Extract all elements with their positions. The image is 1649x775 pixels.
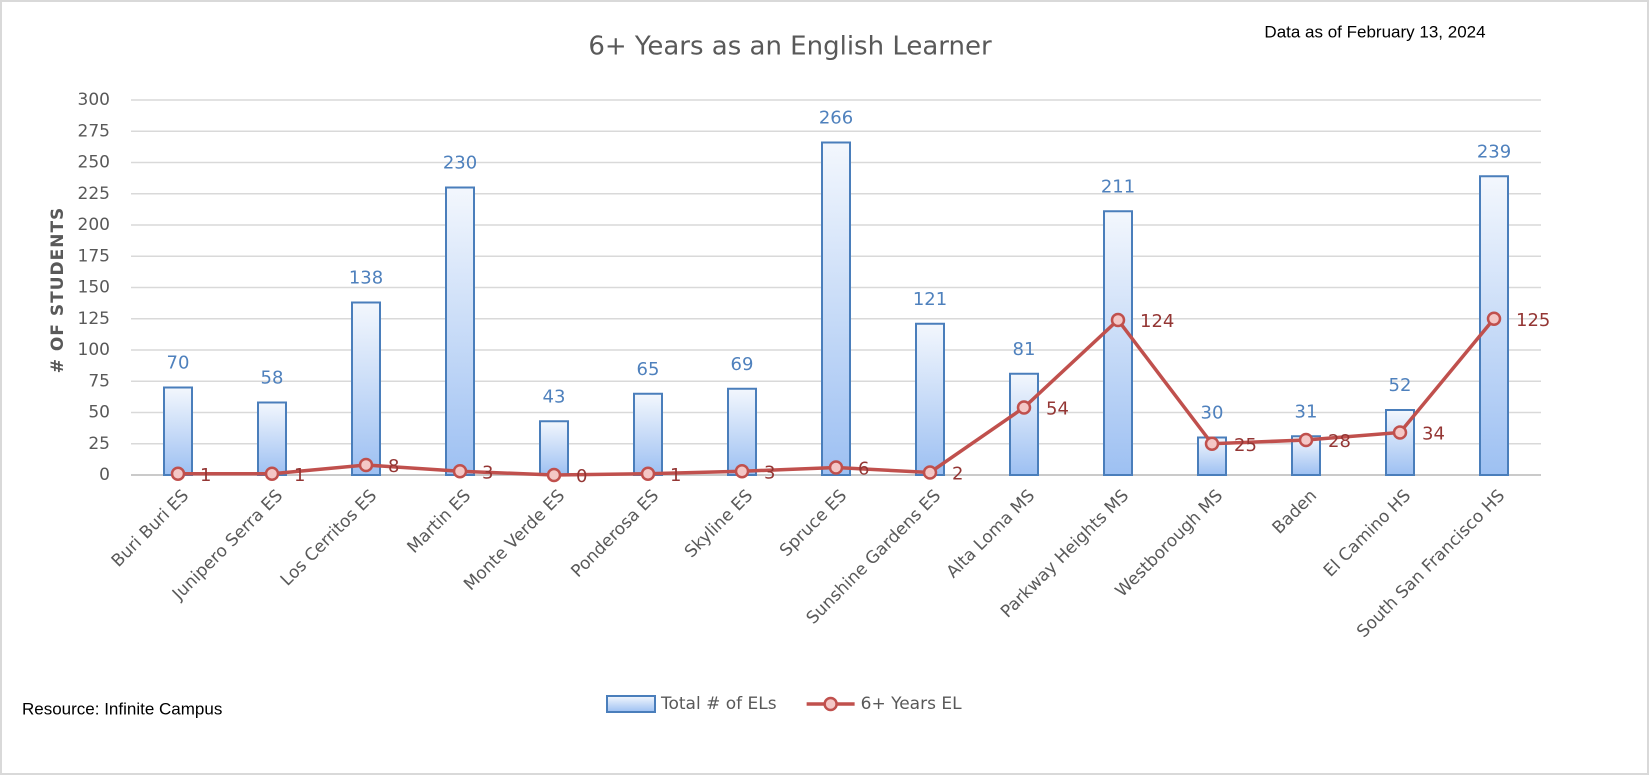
bar	[163, 386, 193, 476]
line-value-label: 124	[1140, 311, 1174, 332]
line-marker	[922, 465, 938, 480]
bar-value-label: 52	[1389, 375, 1412, 396]
source: Resource: Infinite Campus	[22, 699, 222, 718]
y-tick-label: 150	[78, 278, 110, 298]
line-marker	[170, 466, 186, 481]
bar-value-label: 58	[261, 368, 284, 389]
line-value-label: 54	[1046, 399, 1069, 420]
bar-value-label: 69	[731, 354, 754, 375]
note: Data as of February 13, 2024	[1264, 22, 1485, 41]
line-marker	[1392, 425, 1408, 440]
legend-swatch	[606, 695, 656, 713]
bar-value-label: 30	[1201, 403, 1224, 424]
bar-value-label: 266	[819, 108, 853, 129]
line-value-label: 28	[1328, 431, 1351, 452]
line-value-label: 1	[200, 465, 211, 486]
bar-value-label: 43	[543, 386, 566, 407]
bar	[257, 401, 287, 476]
line-marker	[358, 457, 374, 473]
line-marker	[1486, 311, 1502, 326]
y-axis-title: # OF STUDENTS	[48, 207, 68, 374]
line-value-label: 2	[952, 464, 963, 485]
line-value-label: 8	[388, 456, 399, 477]
y-tick-label: 175	[78, 246, 110, 266]
y-tick-label: 250	[78, 153, 110, 173]
bar	[915, 322, 945, 476]
line-marker	[452, 464, 468, 479]
line-value-label: 6	[858, 459, 869, 480]
bar-value-label: 239	[1477, 141, 1511, 162]
line-marker	[734, 464, 750, 479]
line-value-label: 0	[576, 466, 587, 487]
line-value-label: 1	[294, 465, 305, 486]
bar	[539, 420, 569, 476]
y-tick-label: 100	[78, 340, 110, 360]
bar	[445, 186, 475, 476]
line-value-label: 25	[1234, 435, 1257, 456]
line-value-label: 125	[1516, 310, 1550, 331]
chart-title: 6+ Years as an English Learner	[588, 32, 992, 62]
line-value-label: 3	[764, 462, 775, 483]
line-value-label: 1	[670, 465, 681, 486]
y-tick-label: 125	[78, 309, 110, 329]
bar	[821, 141, 851, 476]
y-tick-label: 300	[78, 90, 110, 110]
line-marker	[640, 466, 656, 481]
bar-value-label: 31	[1295, 401, 1318, 422]
y-tick-label: 50	[88, 403, 110, 423]
bar	[727, 387, 757, 476]
line-marker	[1298, 432, 1314, 448]
line-value-label: 3	[482, 462, 493, 483]
y-tick-label: 200	[78, 215, 110, 235]
bar	[633, 392, 663, 476]
bar-value-label: 211	[1101, 176, 1135, 197]
line-marker	[1110, 312, 1126, 328]
line-marker	[546, 467, 562, 483]
line-value-label: 34	[1422, 424, 1445, 445]
bar-value-label: 65	[637, 359, 660, 380]
bar	[1103, 210, 1133, 476]
bar-value-label: 70	[167, 353, 190, 374]
line-marker	[1204, 436, 1220, 451]
line-marker	[1016, 400, 1032, 415]
bar-value-label: 230	[443, 153, 477, 174]
bar	[351, 301, 381, 476]
line-marker	[264, 466, 280, 481]
bar-value-label: 138	[349, 268, 383, 289]
bar-value-label: 121	[913, 289, 947, 310]
bar	[1009, 372, 1039, 476]
y-tick-label: 75	[88, 371, 110, 391]
legend-marker	[823, 696, 838, 712]
line-marker	[828, 460, 844, 475]
legend-label: Total # of ELs	[660, 694, 777, 714]
y-tick-label: 0	[99, 465, 110, 485]
y-tick-label: 25	[88, 434, 110, 454]
legend-label: 6+ Years EL	[861, 694, 962, 714]
y-tick-label: 275	[78, 121, 110, 141]
y-tick-label: 225	[78, 184, 110, 204]
bar-value-label: 81	[1013, 339, 1036, 360]
